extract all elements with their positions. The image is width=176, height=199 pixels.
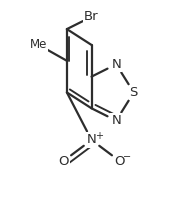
Text: N: N — [111, 58, 121, 71]
Text: S: S — [130, 86, 138, 99]
Text: Br: Br — [84, 10, 99, 23]
Text: +: + — [95, 131, 103, 140]
Text: O: O — [114, 155, 125, 168]
Text: −: − — [123, 152, 131, 162]
Text: N: N — [111, 114, 121, 127]
Text: N: N — [87, 134, 96, 146]
Text: Me: Me — [30, 38, 47, 51]
Text: O: O — [58, 155, 69, 168]
